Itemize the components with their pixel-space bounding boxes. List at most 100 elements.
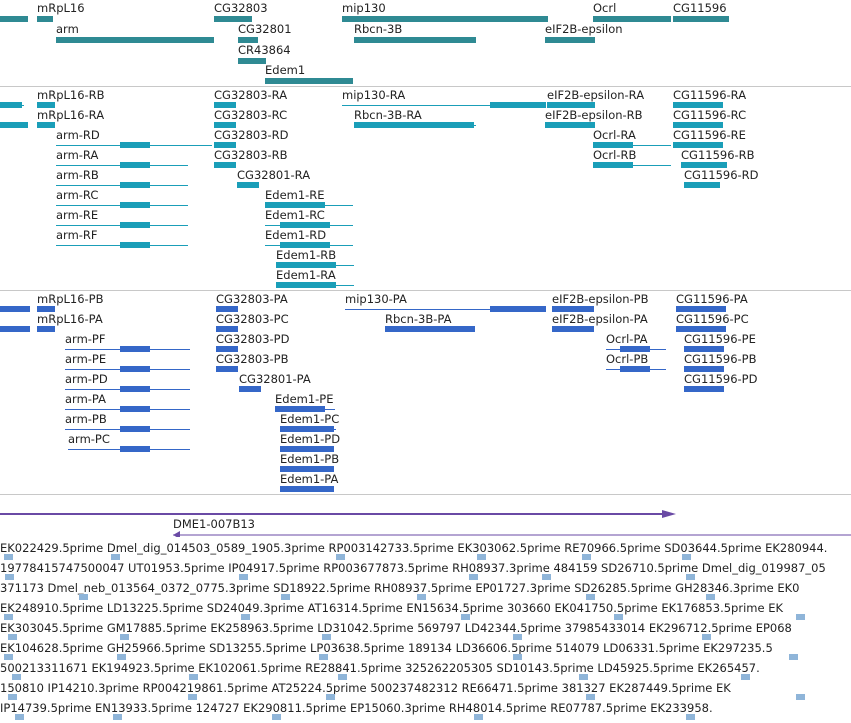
exon-block[interactable] xyxy=(0,122,28,128)
est-feature[interactable] xyxy=(113,714,122,720)
transcript-feature[interactable] xyxy=(342,105,492,106)
est-feature[interactable] xyxy=(513,634,522,640)
exon-block[interactable] xyxy=(673,102,723,108)
gene-bar-edem1[interactable] xyxy=(265,78,353,84)
cds-block[interactable] xyxy=(684,386,724,392)
gene-bar-rbcn3b[interactable] xyxy=(354,37,476,43)
est-feature[interactable] xyxy=(111,554,120,560)
exon-block[interactable] xyxy=(214,142,236,148)
cds-block[interactable] xyxy=(216,346,238,352)
est-feature[interactable] xyxy=(188,694,197,700)
cds-block[interactable] xyxy=(0,306,30,312)
est-row[interactable]: EK022429.5prime Dmel_dig_014503_0589_190… xyxy=(0,541,828,555)
est-row[interactable]: EK104628.5prime GH25966.5prime SD13255.5… xyxy=(0,641,773,655)
est-feature[interactable] xyxy=(702,634,711,640)
cds-block[interactable] xyxy=(216,306,238,312)
cds-block[interactable] xyxy=(280,486,334,492)
gene-bar-cg32803[interactable] xyxy=(214,16,252,22)
est-feature[interactable] xyxy=(281,594,290,600)
exon-block[interactable] xyxy=(673,122,723,128)
gene-bar-cg11596[interactable] xyxy=(673,16,729,22)
est-feature[interactable] xyxy=(796,694,805,700)
est-row[interactable]: 371173 Dmel_neb_013564_0372_0775.3prime … xyxy=(0,581,800,595)
exon-block[interactable] xyxy=(673,142,723,148)
cds-block[interactable] xyxy=(280,466,334,472)
est-feature[interactable] xyxy=(417,594,426,600)
est-feature[interactable] xyxy=(336,554,345,560)
est-feature[interactable] xyxy=(579,674,588,680)
cds-block[interactable] xyxy=(385,326,475,332)
exon-block[interactable] xyxy=(214,102,236,108)
est-feature[interactable] xyxy=(5,574,14,580)
est-feature[interactable] xyxy=(241,614,250,620)
est-feature[interactable] xyxy=(338,674,347,680)
est-feature[interactable] xyxy=(542,574,551,580)
est-feature[interactable] xyxy=(796,614,805,620)
gene-bar-eif2b[interactable] xyxy=(545,37,595,43)
exon-block[interactable] xyxy=(547,102,595,108)
est-feature[interactable] xyxy=(474,714,483,720)
est-feature[interactable] xyxy=(741,674,750,680)
exon-block[interactable] xyxy=(237,182,259,188)
cds-block[interactable] xyxy=(216,366,238,372)
gene-bar-cr43864[interactable] xyxy=(238,58,266,64)
exon-block[interactable] xyxy=(545,122,595,128)
protein-feature[interactable] xyxy=(345,309,545,310)
cds-block[interactable] xyxy=(552,306,594,312)
est-row[interactable]: 19778415747500047 UT01953.5prime IP04917… xyxy=(0,561,826,575)
est-feature[interactable] xyxy=(582,554,591,560)
exon-block[interactable] xyxy=(684,182,720,188)
est-feature[interactable] xyxy=(12,674,21,680)
exon-block[interactable] xyxy=(37,102,55,108)
est-feature[interactable] xyxy=(239,574,248,580)
exon-block[interactable] xyxy=(214,162,236,168)
est-row[interactable]: EK303045.5prime GM17885.5prime EK258963.… xyxy=(0,621,792,635)
est-feature[interactable] xyxy=(586,694,595,700)
est-feature[interactable] xyxy=(682,554,691,560)
est-row[interactable]: 500213311671 EK194923.5prime EK102061.5p… xyxy=(0,661,760,675)
est-row[interactable]: EK248910.5prime LD13225.5prime SD24049.3… xyxy=(0,601,783,615)
gene-bar[interactable] xyxy=(0,16,28,22)
est-feature[interactable] xyxy=(326,694,335,700)
gene-bar-mip130[interactable] xyxy=(342,16,548,22)
gene-bar-cg32801[interactable] xyxy=(238,37,258,43)
exon-block[interactable] xyxy=(681,162,727,168)
est-feature[interactable] xyxy=(120,634,129,640)
est-feature[interactable] xyxy=(319,654,328,660)
est-feature[interactable] xyxy=(8,694,17,700)
est-feature[interactable] xyxy=(686,714,695,720)
gene-bar-ocrl[interactable] xyxy=(593,16,671,22)
est-feature[interactable] xyxy=(4,614,13,620)
cds-block[interactable] xyxy=(676,326,726,332)
est-feature[interactable] xyxy=(586,594,595,600)
gene-bar-mrpl16[interactable] xyxy=(37,16,53,22)
cds-block[interactable] xyxy=(239,386,261,392)
est-feature[interactable] xyxy=(461,614,470,620)
est-feature[interactable] xyxy=(477,554,486,560)
cds-block[interactable] xyxy=(684,366,724,372)
est-feature[interactable] xyxy=(117,654,126,660)
cds-block[interactable] xyxy=(676,306,726,312)
est-feature[interactable] xyxy=(4,654,13,660)
cds-block[interactable] xyxy=(552,326,594,332)
cds-block[interactable] xyxy=(684,346,724,352)
est-row[interactable]: 150810 IP14210.3prime RP004219861.5prime… xyxy=(0,681,731,695)
est-feature[interactable] xyxy=(8,634,17,640)
est-feature[interactable] xyxy=(272,714,281,720)
est-feature[interactable] xyxy=(513,654,522,660)
est-feature[interactable] xyxy=(4,554,13,560)
exon-block[interactable] xyxy=(37,122,55,128)
cds-block[interactable] xyxy=(37,326,55,332)
est-feature[interactable] xyxy=(469,574,478,580)
est-row[interactable]: IP14739.5prime EN13933.5prime 124727 EK2… xyxy=(0,701,713,715)
est-feature[interactable] xyxy=(322,634,331,640)
cds-block[interactable] xyxy=(37,306,55,312)
est-feature[interactable] xyxy=(789,654,798,660)
cds-block[interactable] xyxy=(0,326,30,332)
cds-block[interactable] xyxy=(216,326,238,332)
gene-bar-arm[interactable] xyxy=(56,37,214,43)
est-feature[interactable] xyxy=(686,574,695,580)
cds-block[interactable] xyxy=(280,446,334,452)
est-feature[interactable] xyxy=(79,594,88,600)
est-feature[interactable] xyxy=(15,714,24,720)
